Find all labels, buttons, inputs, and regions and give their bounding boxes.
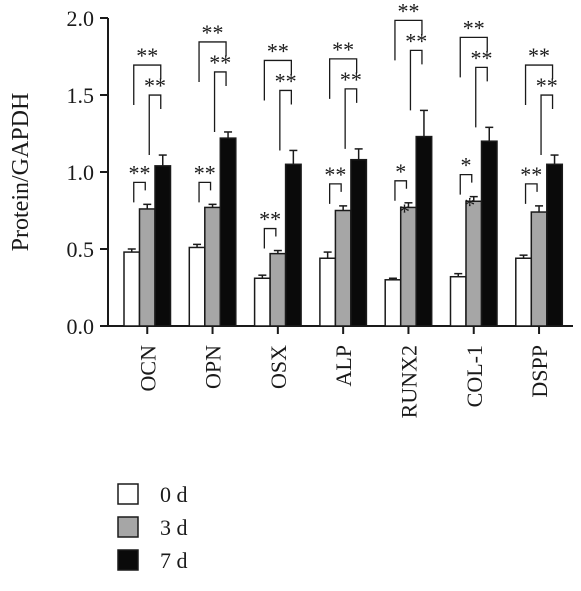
bar xyxy=(204,206,222,327)
significance-label: * xyxy=(399,199,410,224)
significance-bracket xyxy=(133,181,146,203)
bar xyxy=(530,211,548,327)
x-tick-label: OPN xyxy=(201,345,226,389)
significance-bracket xyxy=(279,89,293,151)
significance-label: ** xyxy=(397,0,419,23)
bar xyxy=(415,135,433,327)
bar xyxy=(399,206,417,327)
significance-bracket xyxy=(394,180,408,201)
significance-label: ** xyxy=(275,68,297,93)
bar xyxy=(449,275,467,327)
legend-swatch xyxy=(117,483,139,505)
significance-label: ** xyxy=(259,207,281,232)
x-tick-label: OSX xyxy=(266,345,291,389)
significance-bracket xyxy=(409,49,423,111)
significance-label: ** xyxy=(520,162,542,187)
significance-bracket xyxy=(394,19,423,61)
x-axis: OCN OPN OSX ALP RUNX2 COL-1 DSPP xyxy=(108,325,573,418)
legend-swatch xyxy=(117,549,139,571)
significance-bracket xyxy=(524,64,554,106)
significance-label: ** xyxy=(340,67,362,92)
significance-bracket xyxy=(213,71,227,132)
x-tick-label: COL-1 xyxy=(462,345,487,407)
significance-label: ** xyxy=(144,73,166,98)
x-tick-label: ALP xyxy=(331,345,356,387)
significance-label: ** xyxy=(267,38,289,63)
significance-bracket xyxy=(263,227,277,249)
y-tick-label: 1.0 xyxy=(67,160,95,185)
significance-bracket xyxy=(263,59,293,101)
significance-label: ** xyxy=(202,20,224,45)
significance-bracket xyxy=(328,183,342,204)
error-bars xyxy=(127,109,559,280)
bars xyxy=(123,135,564,327)
legend-label: 0 d xyxy=(160,482,188,507)
significance-label: ** xyxy=(129,160,151,185)
significance-bracket xyxy=(198,41,227,82)
x-tick-label: RUNX2 xyxy=(396,345,421,418)
bar xyxy=(269,252,287,327)
bar xyxy=(284,163,302,327)
significance-bracket xyxy=(198,181,212,203)
legend: 0 d 3 d 7 d xyxy=(117,482,188,573)
legend-label: 3 d xyxy=(160,515,188,540)
bar xyxy=(123,251,141,327)
y-tick-label: 1.5 xyxy=(67,83,95,108)
y-tick-label: 2.0 xyxy=(67,6,95,31)
y-tick-label: 0.5 xyxy=(67,237,95,262)
y-tick-label: 0.0 xyxy=(67,314,95,339)
significance-bracket xyxy=(328,58,358,99)
bar xyxy=(319,257,337,327)
significance-label: ** xyxy=(471,45,493,70)
significance-label: * xyxy=(395,159,406,184)
y-axis: 0.0 0.5 1.0 1.5 2.0 xyxy=(67,6,109,339)
bar xyxy=(253,277,271,327)
significance-label: ** xyxy=(405,28,427,53)
significance-label: ** xyxy=(324,162,346,187)
bar xyxy=(154,165,172,327)
bar xyxy=(546,163,564,327)
significance-label: * xyxy=(464,193,475,218)
significance-annotations: ****************************************… xyxy=(129,0,558,249)
significance-bracket xyxy=(148,94,162,156)
bar xyxy=(334,209,352,327)
significance-bracket xyxy=(344,88,358,149)
legend-label: 7 d xyxy=(160,548,188,573)
significance-label: ** xyxy=(209,50,231,75)
significance-label: ** xyxy=(528,43,550,68)
x-tick-label: DSPP xyxy=(527,345,552,398)
significance-bracket xyxy=(133,64,162,106)
significance-bracket xyxy=(459,36,488,78)
bar xyxy=(480,140,498,327)
bar xyxy=(188,246,206,327)
bar xyxy=(219,137,237,327)
bar xyxy=(138,208,156,327)
significance-label: ** xyxy=(136,43,158,68)
x-tick-label: OCN xyxy=(135,345,160,392)
significance-bracket xyxy=(459,173,473,195)
significance-bracket xyxy=(475,66,488,128)
significance-label: ** xyxy=(332,37,354,62)
significance-label: ** xyxy=(463,15,485,40)
significance-bracket xyxy=(540,94,554,156)
legend-swatch xyxy=(117,516,139,538)
significance-label: ** xyxy=(536,73,558,98)
significance-bracket xyxy=(524,183,538,204)
bar xyxy=(465,200,483,327)
significance-label: * xyxy=(461,153,472,178)
bar xyxy=(350,158,368,327)
bar xyxy=(384,279,402,327)
significance-label: ** xyxy=(194,160,216,185)
bar xyxy=(515,257,533,327)
y-axis-label: Protein/GAPDH xyxy=(8,93,34,252)
